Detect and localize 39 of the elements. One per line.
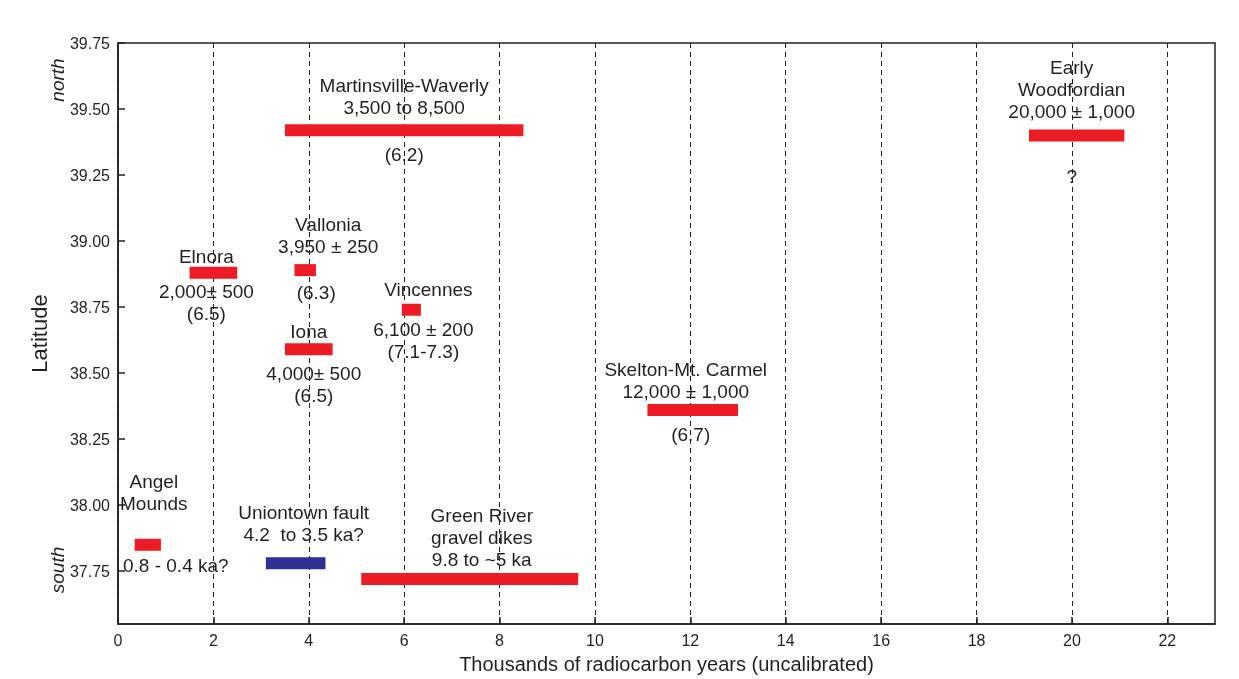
y-tick-label: 39.25	[69, 166, 111, 184]
annotation: Martinsville-Waverly 3,500 to 8,500	[319, 74, 490, 118]
x-tick-label: 4	[304, 631, 314, 649]
x-tick-label: 14	[776, 631, 795, 649]
annotation: (6.2)	[384, 143, 424, 165]
annotation: (6.3)	[296, 281, 336, 303]
annotation: Elnora	[178, 246, 235, 268]
annotation: 6,100 ± 200 (7.1-7.3)	[373, 319, 474, 363]
y-axis-title: Latitude	[26, 294, 52, 373]
x-tick-label: 20	[1063, 631, 1081, 649]
annotation: Vincennes	[384, 279, 473, 301]
annotation: 2,000± 500 (6.5)	[158, 281, 254, 325]
x-tick-label: 16	[872, 631, 891, 649]
x-axis-title: Thousands of radiocarbon years (uncalibrated)	[459, 653, 874, 675]
x-tick-label: 22	[1158, 631, 1177, 649]
y-tick-label: 37.75	[69, 562, 111, 580]
annotation: 4,000± 500 (6.5)	[266, 362, 362, 406]
y-tick-label: 38.75	[69, 298, 111, 316]
annotation: (6.7)	[671, 423, 711, 445]
annotation: 0.8 - 0.4 ka?	[123, 555, 229, 577]
y-tick-label: 39.75	[69, 34, 111, 52]
y-tick-label: 38.50	[69, 364, 111, 382]
x-tick-label: 6	[399, 631, 409, 649]
y-tick-label: 39.50	[69, 100, 111, 118]
annotation: Iona	[290, 320, 328, 342]
y-tick-label: 38.00	[69, 496, 111, 514]
x-tick-label: 12	[681, 631, 700, 649]
annotation: Early Woodfordian 20,000 ± 1,000	[1008, 56, 1136, 122]
text: south	[46, 546, 68, 594]
x-tick-label: 2	[208, 631, 218, 649]
x-tick-label: 0	[113, 631, 123, 649]
annotation: Vallonia 3,950 ± 250	[278, 213, 379, 257]
x-tick-label: 8	[495, 631, 505, 649]
y-tick-label: 38.25	[69, 430, 111, 448]
x-tick-label: 10	[586, 631, 604, 649]
annotation: Angel Mounds	[120, 471, 188, 515]
x-tick-label: 18	[967, 631, 986, 649]
text: north	[46, 58, 68, 102]
y-tick-label: 39.00	[69, 232, 111, 250]
